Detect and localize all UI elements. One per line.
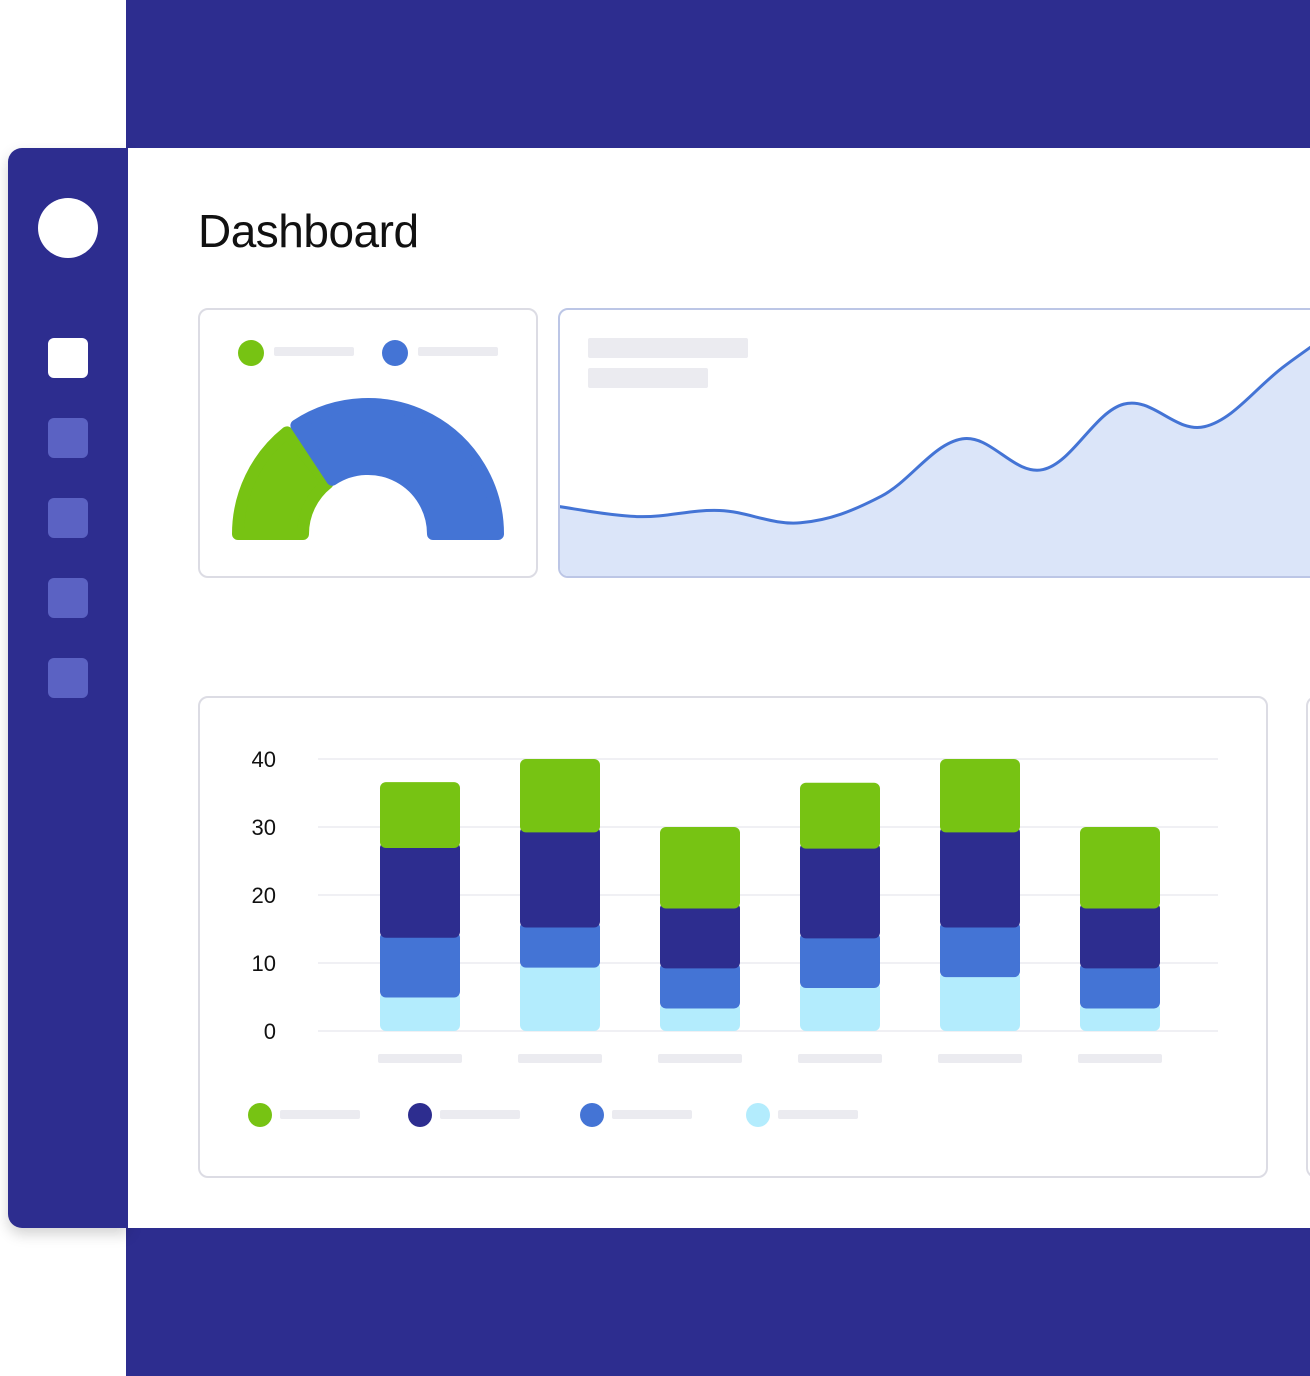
- trend-card: [558, 308, 1310, 578]
- bar-2-segment-4: [520, 759, 600, 833]
- bar-1-segment-3: [380, 841, 460, 938]
- bar-5-segment-1: [940, 971, 1020, 1031]
- bar-5-segment-2: [940, 921, 1020, 978]
- x-tick-placeholder-5: [938, 1054, 1022, 1063]
- legend-dot-3: [580, 1103, 604, 1127]
- legend-dot-2: [408, 1103, 432, 1127]
- bar-6-segment-1: [1080, 1002, 1160, 1031]
- bar-1-segment-2: [380, 931, 460, 998]
- legend-label-3: [612, 1110, 692, 1119]
- y-tick-label-0: 0: [264, 1019, 276, 1044]
- backdrop-top: [126, 0, 1310, 148]
- y-tick-label-30: 30: [252, 815, 276, 840]
- legend-label-2: [440, 1110, 520, 1119]
- trend-line: [560, 345, 1310, 525]
- stacked-bar-chart: 0 10 20 30 40: [248, 747, 1218, 1127]
- sidebar-item-3[interactable]: [48, 498, 88, 538]
- trend-area-chart: [560, 345, 1310, 576]
- bar-5-segment-4: [940, 759, 1020, 833]
- bar-3-segment-4: [660, 827, 740, 909]
- bar-2-segment-1: [520, 961, 600, 1031]
- trend-subtitle-placeholder: [588, 368, 708, 388]
- bar-2-segment-3: [520, 826, 600, 928]
- avatar[interactable]: [38, 198, 98, 258]
- bar-1-segment-4: [380, 782, 460, 848]
- gauge-chart: [232, 398, 504, 540]
- gauge-legend-dot-2: [382, 340, 408, 366]
- main-panel: Dashboard 0 10 20 30 40: [128, 148, 1310, 1228]
- bar-2-segment-2: [520, 921, 600, 968]
- stacked-bar-card: 0 10 20 30 40: [198, 696, 1268, 1178]
- x-tick-placeholder-6: [1078, 1054, 1162, 1063]
- gauge-legend-label-2: [418, 347, 498, 356]
- page-title: Dashboard: [198, 205, 419, 257]
- x-tick-placeholder-4: [798, 1054, 882, 1063]
- bar-1-segment-1: [380, 991, 460, 1031]
- gauge-legend-label-1: [274, 347, 354, 356]
- legend-label-1: [280, 1110, 360, 1119]
- x-tick-placeholder-3: [658, 1054, 742, 1063]
- bar-5-segment-3: [940, 826, 1020, 928]
- gauge-slice-2: [290, 398, 504, 540]
- gauge-slice-1: [232, 426, 334, 540]
- sidebar-item-5[interactable]: [48, 658, 88, 698]
- x-tick-placeholder-1: [378, 1054, 462, 1063]
- bar-4-segment-4: [800, 782, 880, 849]
- offscreen-card: [1306, 696, 1310, 1178]
- bar-6-segment-4: [1080, 827, 1160, 909]
- x-tick-placeholder-2: [518, 1054, 602, 1063]
- y-tick-label-20: 20: [252, 883, 276, 908]
- sidebar-item-1[interactable]: [48, 338, 88, 378]
- legend-dot-1: [248, 1103, 272, 1127]
- sidebar-item-4[interactable]: [48, 578, 88, 618]
- trend-area-fill: [560, 347, 1310, 576]
- legend-dot-4: [746, 1103, 770, 1127]
- gauge-legend-dot-1: [238, 340, 264, 366]
- bar-4-segment-1: [800, 982, 880, 1031]
- y-tick-label-40: 40: [252, 747, 276, 772]
- bar-4-segment-2: [800, 932, 880, 989]
- bar-3-segment-1: [660, 1002, 740, 1031]
- backdrop-bottom: [126, 1228, 1310, 1376]
- bar-6-segment-2: [1080, 962, 1160, 1009]
- bar-4-segment-3: [800, 842, 880, 939]
- gauge-card: [198, 308, 538, 578]
- bar-6-segment-3: [1080, 902, 1160, 969]
- bar-3-segment-3: [660, 902, 740, 969]
- y-tick-label-10: 10: [252, 951, 276, 976]
- sidebar: [8, 148, 128, 1228]
- sidebar-item-2[interactable]: [48, 418, 88, 458]
- bar-3-segment-2: [660, 962, 740, 1009]
- legend-label-4: [778, 1110, 858, 1119]
- trend-title-placeholder: [588, 338, 748, 358]
